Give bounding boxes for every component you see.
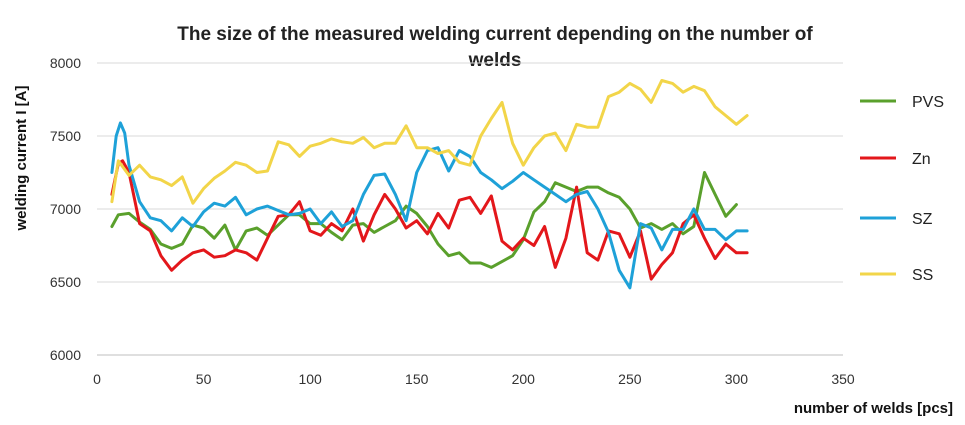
- series-line-sz: [110, 121, 749, 290]
- series-line-pvs: [110, 171, 738, 269]
- y-tick-label: 8000: [50, 55, 81, 71]
- chart-title-line-2: welds: [468, 50, 522, 71]
- x-tick-label: 200: [512, 371, 536, 387]
- x-tick-label: 300: [725, 371, 749, 387]
- x-tick-label: 0: [93, 371, 101, 387]
- x-tick-label: 250: [618, 371, 642, 387]
- y-axis-label: welding current I [A]: [13, 85, 30, 231]
- x-tick-label: 100: [298, 371, 322, 387]
- legend: PVS Zn SZ SS: [860, 94, 944, 284]
- chart-title-line-1: The size of the measured welding current…: [177, 24, 813, 45]
- x-axis-label: number of welds [pcs]: [794, 400, 953, 417]
- x-tick-label: 350: [831, 371, 855, 387]
- series-lines: [110, 79, 749, 290]
- legend-label-sz: SZ: [912, 211, 933, 228]
- y-tick-label: 7000: [50, 201, 81, 217]
- legend-label-ss: SS: [912, 267, 933, 284]
- legend-label-pvs: PVS: [912, 94, 944, 111]
- y-tick-label: 6500: [50, 274, 81, 290]
- legend-label-zn: Zn: [912, 151, 931, 168]
- axes: 6000 6500 7000 7500 8000 0 50 100 150 200 250 300 35…: [50, 55, 855, 387]
- x-tick-label: 150: [405, 371, 429, 387]
- series-line-ss: [110, 79, 749, 205]
- x-tick-label: 50: [196, 371, 212, 387]
- y-tick-label: 6000: [50, 347, 81, 363]
- y-tick-label: 7500: [50, 128, 81, 144]
- gridlines: [97, 62, 843, 283]
